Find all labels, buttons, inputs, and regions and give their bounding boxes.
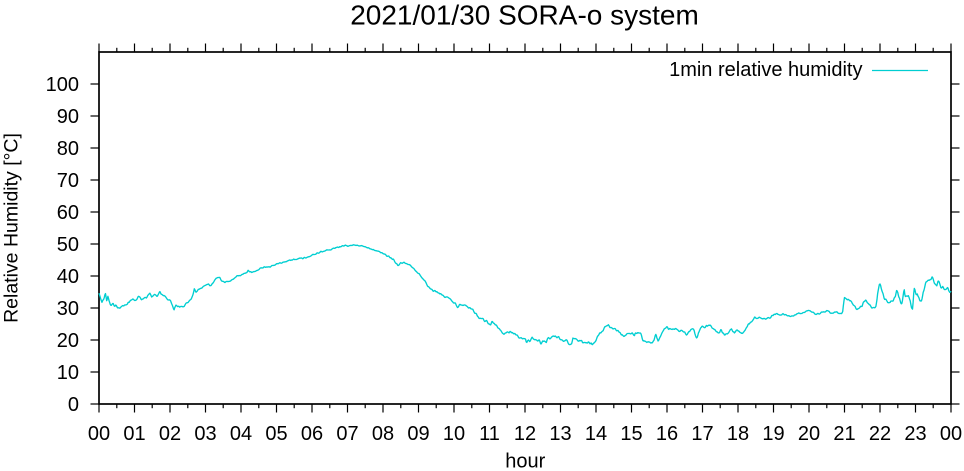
svg-text:09: 09 <box>407 423 429 445</box>
svg-text:07: 07 <box>336 423 358 445</box>
svg-text:18: 18 <box>727 423 749 445</box>
svg-text:13: 13 <box>549 423 571 445</box>
svg-text:0: 0 <box>68 394 79 416</box>
svg-text:16: 16 <box>656 423 678 445</box>
svg-text:06: 06 <box>301 423 323 445</box>
svg-text:02: 02 <box>159 423 181 445</box>
svg-text:50: 50 <box>57 234 79 256</box>
svg-text:14: 14 <box>585 423 607 445</box>
svg-text:12: 12 <box>514 423 536 445</box>
svg-text:20: 20 <box>798 423 820 445</box>
svg-text:00: 00 <box>940 423 962 445</box>
svg-text:70: 70 <box>57 170 79 192</box>
svg-text:80: 80 <box>57 138 79 160</box>
svg-text:60: 60 <box>57 202 79 224</box>
svg-text:40: 40 <box>57 266 79 288</box>
svg-text:hour: hour <box>505 450 545 471</box>
svg-text:22: 22 <box>869 423 891 445</box>
svg-text:21: 21 <box>833 423 855 445</box>
svg-text:19: 19 <box>762 423 784 445</box>
svg-text:00: 00 <box>88 423 110 445</box>
svg-text:10: 10 <box>443 423 465 445</box>
svg-text:15: 15 <box>620 423 642 445</box>
svg-text:05: 05 <box>265 423 287 445</box>
svg-text:04: 04 <box>230 423 252 445</box>
svg-text:10: 10 <box>57 362 79 384</box>
svg-text:100: 100 <box>46 74 79 96</box>
svg-text:23: 23 <box>904 423 926 445</box>
svg-text:08: 08 <box>372 423 394 445</box>
svg-text:03: 03 <box>194 423 216 445</box>
svg-text:1min relative humidity: 1min relative humidity <box>669 59 862 81</box>
svg-text:Relative Humidity [°C]: Relative Humidity [°C] <box>1 133 23 323</box>
svg-text:01: 01 <box>123 423 145 445</box>
svg-text:11: 11 <box>479 423 500 445</box>
svg-text:90: 90 <box>57 106 79 128</box>
svg-text:30: 30 <box>57 298 79 320</box>
svg-text:17: 17 <box>691 423 713 445</box>
svg-text:20: 20 <box>57 330 79 352</box>
svg-text:2021/01/30 SORA-o system: 2021/01/30 SORA-o system <box>350 0 699 31</box>
